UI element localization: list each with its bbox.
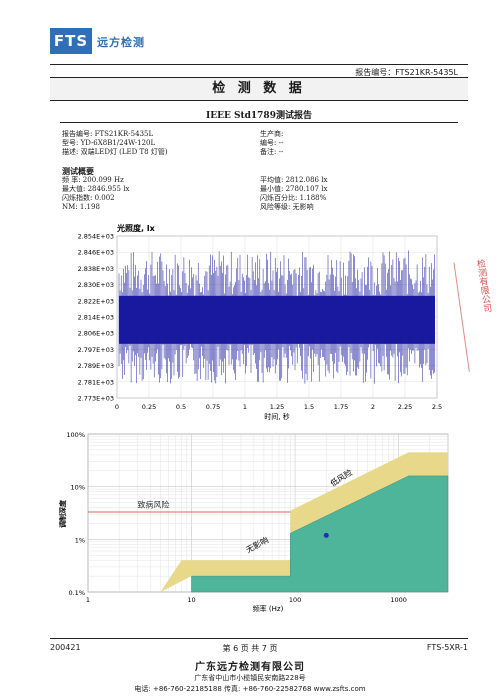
summary-mean: 平均值: 2812.086 lx bbox=[260, 176, 328, 184]
section-title: 检 测 数 据 bbox=[212, 81, 306, 96]
waveform-y-tick-label: 2.830E+03 bbox=[78, 281, 114, 289]
risk-y-tick-label: 1% bbox=[75, 536, 85, 544]
waveform-x-tick-label: 0.5 bbox=[176, 403, 186, 411]
waveform-y-tick-label: 2.806E+03 bbox=[78, 330, 114, 338]
risk-x-tick-label: 10 bbox=[187, 596, 195, 604]
waveform-y-tick-label: 2.814E+03 bbox=[78, 314, 114, 322]
footer-page: 第 6 页 共 7 页 bbox=[222, 644, 278, 653]
waveform-y-tick-label: 2.822E+03 bbox=[78, 297, 114, 305]
waveform-x-tick-label: 1 bbox=[243, 403, 247, 411]
waveform-y-tick-label: 2.854E+03 bbox=[78, 233, 114, 241]
waveform-x-tick-label: 2.25 bbox=[398, 403, 412, 411]
risk-xlabel: 频率 (Hz) bbox=[253, 604, 284, 613]
waveform-y-tick-label: 2.781E+03 bbox=[78, 378, 114, 386]
measured-point bbox=[323, 532, 329, 538]
risk-x-ticks: 1 10 100 1000 bbox=[86, 596, 407, 604]
summary-heading: 测试概要 bbox=[62, 167, 94, 176]
fts-logo: FTS bbox=[50, 28, 92, 54]
summary-nm: NM: 1.198 bbox=[62, 203, 100, 211]
summary-frequency: 频 率: 200.099 Hz bbox=[62, 176, 124, 184]
waveform-xlabel: 时间, 秒 bbox=[264, 412, 289, 421]
waveform-x-tick-label: 1.25 bbox=[270, 403, 284, 411]
waveform-x-tick-label: 2 bbox=[371, 403, 375, 411]
company-short-name: 远方检测 bbox=[97, 36, 145, 49]
info-remark: 备注: -- bbox=[260, 148, 284, 156]
footer-rule bbox=[50, 638, 468, 639]
risk-ylabel: 调制深度 bbox=[58, 499, 67, 528]
waveform-x-ticks: 0 0.25 0.5 0.75 1 1.25 1.5 1.75 2 2.25 2.5 bbox=[115, 403, 442, 411]
summary-risk-level: 风险等级: 无影响 bbox=[260, 203, 314, 211]
risk-chart: 100%10%1%0.1% 1 10 100 1000 低风险 致病风险 无影响 频率… bbox=[58, 431, 449, 613]
risk-y-tick-label: 10% bbox=[71, 484, 85, 492]
info-report-no: 报告编号: FTS21KR-5435L bbox=[62, 130, 154, 138]
summary-max: 最大值: 2846.955 lx bbox=[62, 185, 130, 193]
waveform-y-tick-label: 2.797E+03 bbox=[78, 346, 114, 354]
info-right: 生产商: 编号: -- 备注: -- bbox=[260, 130, 283, 157]
header-rule bbox=[50, 64, 468, 65]
summary-right: 平均值: 2812.086 lx 最小值: 2780.107 lx 闪烁百分比:… bbox=[260, 176, 327, 212]
waveform-chart: 光照度, lx 2.854E+03 2.846E+03 2.838E+03 2.830… bbox=[78, 223, 443, 421]
footer-contact: 电话: +86-760-22185188 传真: +86-760-2258276… bbox=[134, 685, 366, 693]
summary-left: 频 率: 200.099 Hz 最大值: 2846.955 lx 闪烁指数: 0… bbox=[62, 176, 129, 212]
risk-x-tick-label: 1 bbox=[86, 596, 90, 604]
summary-flicker-index: 闪烁指数: 0.002 bbox=[62, 194, 115, 202]
footer-form-code: FTS-5XR-1 bbox=[426, 643, 468, 652]
footer-date-code: 200421 bbox=[50, 643, 81, 652]
waveform-x-tick-label: 0 bbox=[115, 403, 119, 411]
no-effect-region bbox=[191, 475, 449, 593]
title-rule bbox=[60, 122, 458, 123]
danger-risk-label: 致病风险 bbox=[137, 500, 169, 510]
waveform-signal-spikes bbox=[118, 250, 435, 384]
section-title-bar: 检 测 数 据 bbox=[50, 77, 468, 101]
info-left: 报告编号: FTS21KR-5435L 型号: YD-6X8B1/24W-120… bbox=[62, 130, 168, 157]
report-number-header: 报告编号：FTS21KR-5435L bbox=[355, 68, 458, 77]
waveform-x-tick-label: 1.75 bbox=[334, 403, 348, 411]
risk-y-ticks: 100% 10% 1% 0.1% bbox=[66, 431, 85, 597]
waveform-y-tick-label: 2.846E+03 bbox=[78, 249, 114, 257]
info-description: 描述: 双端LED灯 (LED T8 灯管) bbox=[62, 148, 168, 156]
low-risk-region bbox=[160, 452, 448, 592]
risk-x-tick-label: 1000 bbox=[390, 596, 407, 604]
report-title: IEEE Std1789测试报告 bbox=[206, 111, 312, 121]
waveform-y-tick-label: 2.789E+03 bbox=[78, 362, 114, 370]
info-manufacturer: 生产商: bbox=[260, 130, 284, 138]
summary-flicker-percent: 闪烁百分比: 1.188% bbox=[260, 194, 327, 202]
waveform-x-tick-label: 2.5 bbox=[432, 403, 442, 411]
risk-y-tick-label: 100% bbox=[66, 431, 85, 439]
waveform-x-tick-label: 0.25 bbox=[142, 403, 156, 411]
waveform-title: 光照度, lx bbox=[116, 223, 156, 233]
waveform-y-tick-label: 2.773E+03 bbox=[78, 395, 114, 403]
risk-y-tick-label: 0.1% bbox=[68, 589, 85, 597]
waveform-x-tick-label: 1.5 bbox=[304, 403, 314, 411]
waveform-x-tick-label: 0.75 bbox=[206, 403, 220, 411]
info-model: 型号: YD-6X8B1/24W-120L bbox=[62, 139, 156, 147]
seal-stamp: 检测有限公司 bbox=[453, 258, 500, 372]
summary-min: 最小值: 2780.107 lx bbox=[260, 185, 328, 193]
info-serial: 编号: -- bbox=[260, 139, 284, 147]
waveform-y-tick-label: 2.838E+03 bbox=[78, 265, 114, 273]
waveform-y-ticks: 2.854E+03 2.846E+03 2.838E+03 2.830E+03 2.82… bbox=[78, 233, 114, 403]
footer-address: 广东省中山市小榄镇民安南路228号 bbox=[194, 674, 306, 682]
logo-text: FTS bbox=[53, 32, 89, 50]
risk-x-tick-label: 100 bbox=[289, 596, 301, 604]
footer-company: 广东远方检测有限公司 bbox=[195, 662, 305, 673]
